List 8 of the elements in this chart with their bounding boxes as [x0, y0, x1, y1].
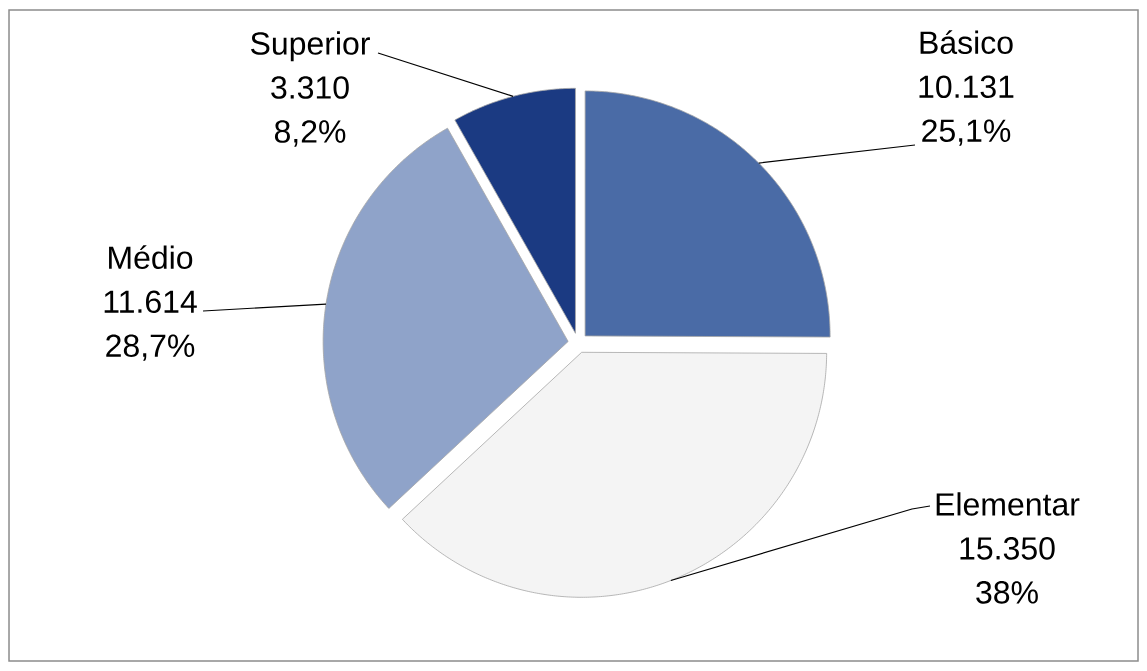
slice-label: Superior — [250, 31, 370, 62]
slice-label: Elementar — [936, 492, 1080, 516]
data-label: 15.350 38% — [960, 537, 1055, 604]
data-label: 3.310 8,2% — [271, 76, 349, 147]
slice-label: Básico — [920, 30, 1013, 55]
data-label: 10.131 25,1% — [919, 75, 1014, 146]
slice-label: Médio — [109, 245, 193, 270]
data-label: 11.614 28,7% — [104, 290, 197, 361]
